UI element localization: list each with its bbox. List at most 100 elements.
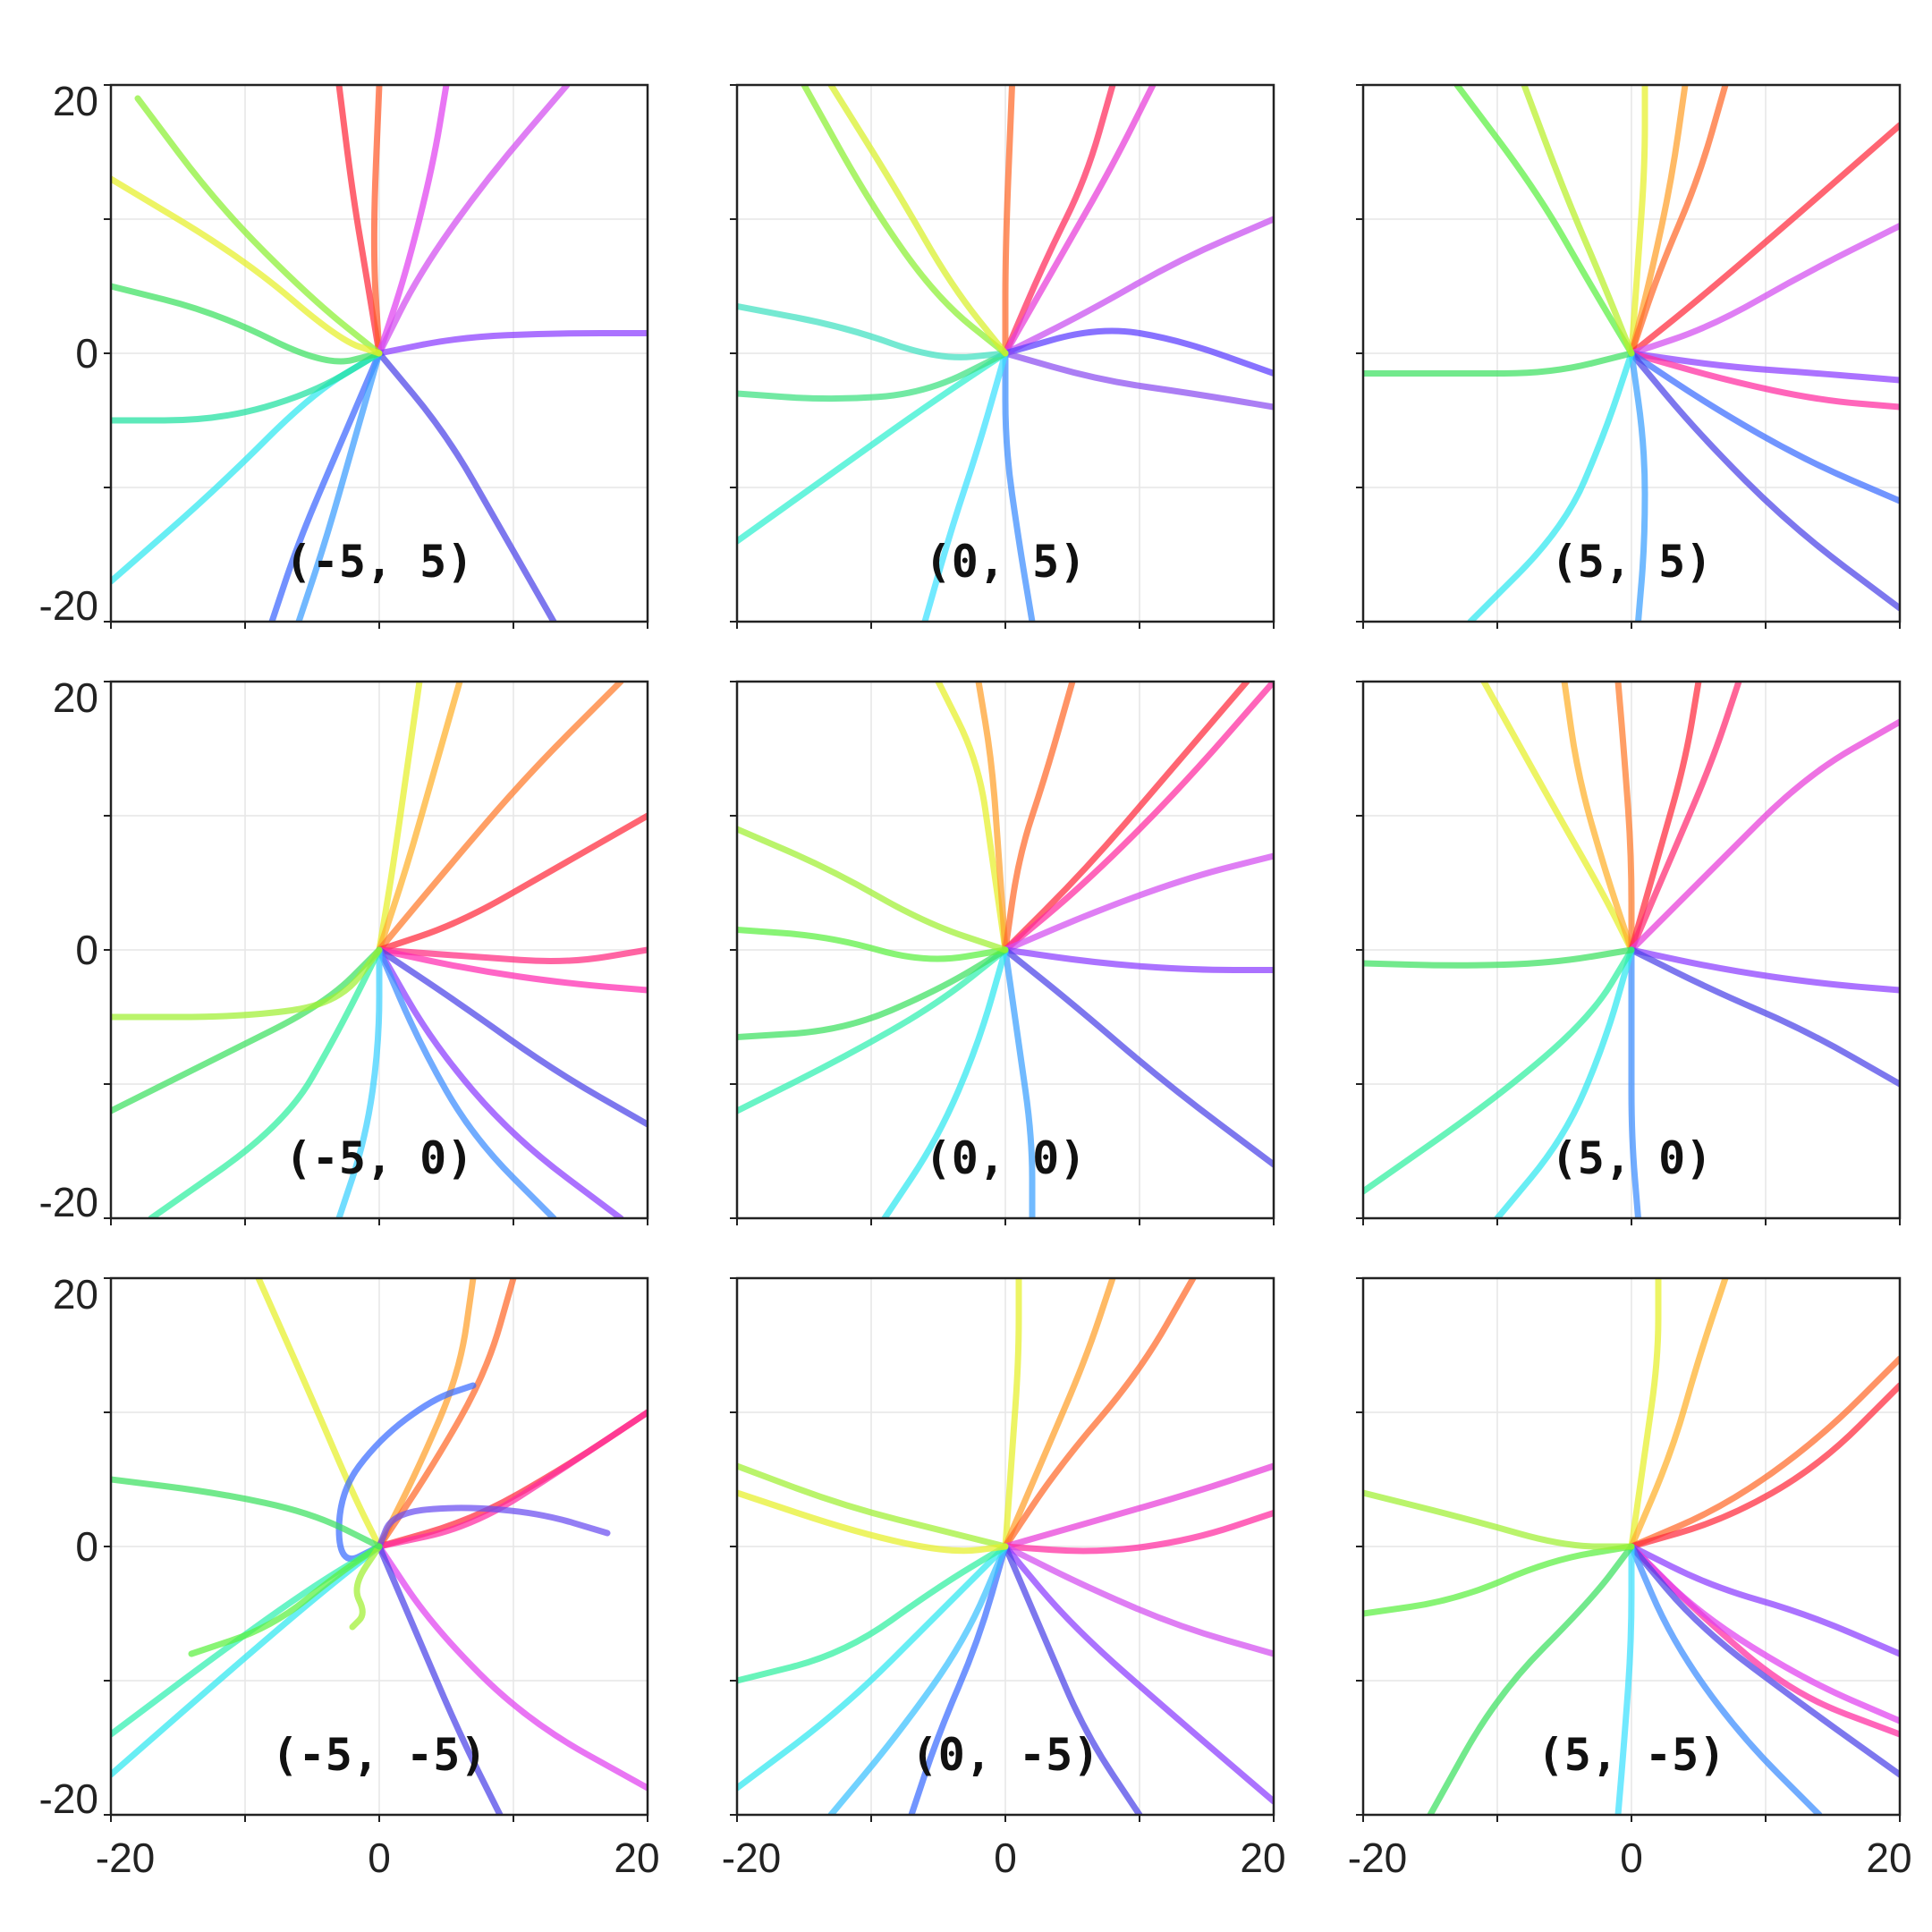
trajectories: [111, 682, 648, 1218]
trajectory-line: [975, 682, 1009, 953]
trajectory-line: [1002, 327, 1274, 377]
trajectory-line: [1002, 85, 1116, 357]
trajectory-line: [1002, 85, 1157, 357]
trajectory-line: [1628, 1543, 1823, 1815]
trajectory-line: [134, 95, 383, 357]
trajectory-line: [1427, 1543, 1635, 1815]
trajectory-line: [1002, 682, 1274, 953]
trajectory-line: [1002, 946, 1274, 973]
trajectory-line: [737, 303, 1009, 360]
panel: 20 0 -20 (-5, 5): [39, 78, 649, 629]
trajectory-line: [1628, 350, 1900, 384]
trajectory-line: [1614, 1543, 1635, 1815]
x-tick-label: 20: [1240, 1835, 1285, 1881]
trajectory-line: [1363, 1489, 1635, 1550]
trajectory-line: [148, 946, 383, 1218]
trajectories: [1363, 1278, 1900, 1815]
trajectory-line: [268, 350, 383, 622]
panel: 20 0 -20 (-5, 0): [39, 674, 649, 1225]
trajectories: [737, 85, 1274, 622]
trajectory-line: [1628, 1543, 1900, 1657]
y-tick-label: 0: [75, 927, 98, 973]
trajectory-line: [111, 946, 383, 1114]
trajectory-line: [1002, 946, 1036, 1218]
trajectory-line: [1628, 682, 1702, 953]
trajectory-line: [376, 1278, 477, 1550]
y-tick-label: -20: [39, 1775, 98, 1822]
panel-label: (-5, -5): [272, 1729, 487, 1781]
panel-label: (5, 0): [1551, 1132, 1713, 1184]
trajectories: [1363, 682, 1900, 1218]
x-tick-label: 20: [614, 1835, 659, 1881]
trajectory-line: [376, 682, 423, 953]
trajectory-line: [376, 946, 648, 994]
trajectories: [1363, 85, 1900, 622]
trajectory-line: [1002, 682, 1076, 953]
trajectory-line: [376, 350, 557, 622]
x-tick-label: 20: [1866, 1835, 1911, 1881]
trajectory-line: [111, 1543, 383, 1738]
trajectory-line: [376, 812, 648, 953]
trajectory-line: [1628, 85, 1689, 357]
panel: -20 0 20 (0, -5): [722, 1276, 1286, 1881]
trajectory-line: [1521, 85, 1635, 357]
trajectory-line: [376, 1278, 517, 1550]
trajectory-line: [335, 1382, 477, 1563]
panel-label: (0, 5): [925, 536, 1087, 588]
y-tick-label: 0: [75, 330, 98, 377]
trajectory-line: [255, 1278, 383, 1550]
trajectory-line: [737, 1462, 1009, 1550]
y-tick-label: -20: [39, 1179, 98, 1225]
trajectory-line: [1614, 682, 1635, 953]
trajectory-line: [349, 1543, 383, 1631]
trajectory-line: [376, 682, 624, 953]
trajectory-line: [335, 85, 383, 357]
trajectory-line: [335, 946, 383, 1218]
trajectory-line: [376, 1409, 648, 1550]
panel: (5, 5): [1356, 83, 1902, 629]
panel-label: (5, -5): [1538, 1729, 1726, 1781]
trajectory-line: [376, 330, 648, 357]
panel-label: (-5, 0): [285, 1132, 474, 1184]
trajectory-line: [1628, 122, 1900, 357]
trajectory-line: [881, 946, 1009, 1218]
trajectory-line: [376, 85, 571, 357]
trajectory-line: [1628, 1278, 1662, 1550]
trajectory-line: [376, 946, 557, 1218]
trajectory-line: [1628, 223, 1900, 357]
trajectory-line: [376, 682, 463, 953]
trajectory-line: [188, 1543, 383, 1657]
trajectory-line: [1628, 946, 1641, 1218]
trajectory-line: [1363, 350, 1635, 377]
panel-label: (-5, 5): [285, 536, 474, 588]
trajectory-line: [1453, 85, 1635, 357]
trajectory-line: [1002, 1543, 1274, 1805]
trajectory-line: [1002, 350, 1036, 622]
x-tick-label: 0: [368, 1835, 391, 1881]
trajectory-line: [1002, 350, 1274, 411]
trajectory-line: [737, 1489, 1009, 1555]
trajectory-line: [111, 1543, 383, 1778]
trajectory-line: [1002, 216, 1274, 357]
trajectory-line: [1628, 350, 1648, 622]
panel: (0, 5): [730, 83, 1275, 629]
x-tick-label: 0: [1620, 1835, 1643, 1881]
trajectories: [737, 1278, 1274, 1815]
trajectory-line: [1467, 350, 1635, 622]
trajectory-line: [1628, 350, 1900, 612]
y-tick-label: 20: [53, 1271, 98, 1318]
x-tick-label: 0: [994, 1835, 1017, 1881]
trajectory-line: [1002, 1278, 1116, 1550]
trajectory-line: [1628, 718, 1900, 953]
trajectory-line: [1002, 85, 1015, 357]
trajectory-line: [1628, 350, 1900, 411]
trajectory-line: [1002, 682, 1250, 953]
trajectory-line: [1494, 946, 1635, 1218]
y-tick-label: 20: [53, 674, 98, 721]
trajectory-line: [1002, 1510, 1274, 1555]
trajectory-line: [295, 350, 383, 622]
trajectory-line: [737, 350, 1009, 402]
trajectory-line: [1002, 1462, 1274, 1550]
trajectory-line: [737, 946, 1009, 1114]
